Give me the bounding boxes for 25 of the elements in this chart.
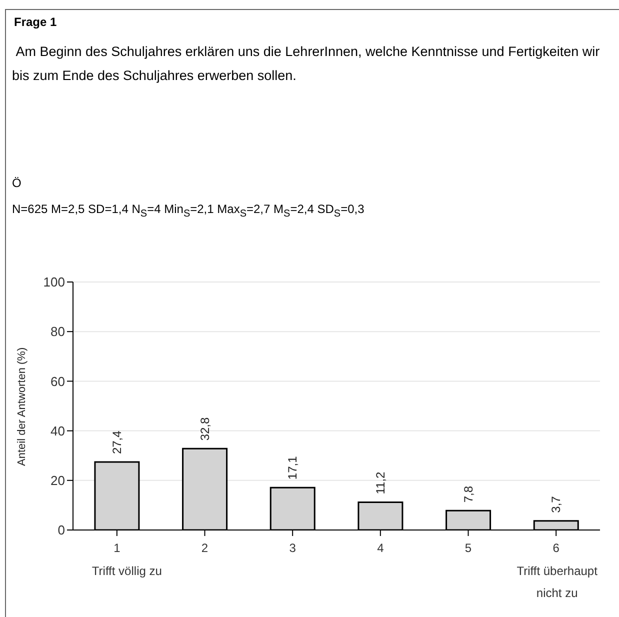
x-tick-label: 5: [464, 541, 472, 555]
data-label: 3,7: [549, 496, 564, 513]
y-tick-label: 60: [50, 374, 65, 389]
x-tick-label: 6: [552, 541, 560, 555]
data-label: 7,8: [461, 486, 476, 503]
y-tick-label: 0: [58, 522, 65, 538]
y-tick-label: 20: [50, 473, 65, 488]
y-tick-label: 40: [50, 423, 65, 438]
text: Ö: [12, 175, 22, 192]
y-axis-title: Anteil der Antworten (%): [16, 347, 28, 466]
x-tick-label: 1: [114, 541, 121, 555]
text: Trifft überhaupt nicht zu: [516, 563, 598, 602]
text: N=625 M=2,5 SD=1,4 N$_{S}$=4 Min$_{S}$=2,1 Max$_{S}$=2,7 M$_{S}$=2,4 SD$_{S}$=0,3: [12, 202, 364, 220]
data-label: 32,8: [198, 416, 212, 441]
chart-subtitle: Am Beginn des Schuljahres erklären uns die LehrerInnen, welche Kenntnisse und Fertigkeiten wir bis zum Ende des Schuljahres erwerben sollen.: [12, 43, 601, 85]
chart-title: Frage 1: [14, 15, 57, 29]
data-label: 27,4: [110, 430, 124, 454]
x-tick-label: 2: [201, 541, 208, 555]
data-label: 17,1: [286, 456, 300, 480]
y-tick-label: 80: [50, 324, 65, 340]
y-tick-label: 100: [43, 274, 65, 290]
data-label: 11,2: [373, 471, 388, 494]
x-tick-label: 4: [377, 541, 384, 555]
text: Trifft völlig zu: [90, 563, 163, 580]
x-tick-label: 3: [289, 541, 296, 555]
